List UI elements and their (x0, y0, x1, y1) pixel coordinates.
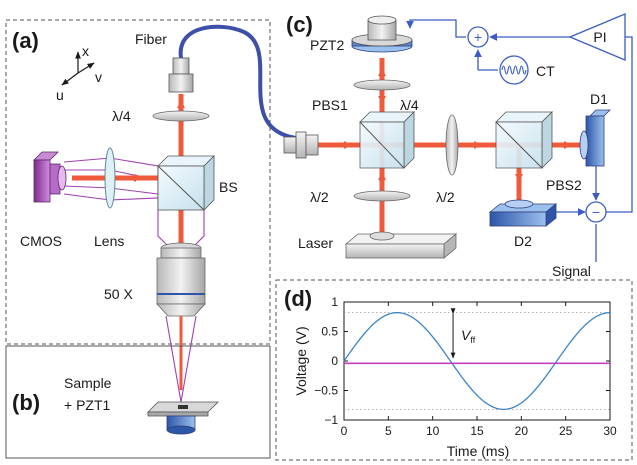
panel-b-frame (5, 345, 271, 459)
quarter-wave-label-a: λ/4 (112, 108, 131, 124)
fiber-output-collimator (283, 131, 319, 159)
pi-controller (568, 13, 626, 61)
pbs1 (359, 111, 415, 169)
axis-x-label: x (82, 43, 89, 59)
laser-source (344, 231, 458, 259)
cmos-label: CMOS (20, 233, 62, 249)
sample-label-line2: + PZT1 (64, 397, 111, 413)
panel-c: (c) PZT2 λ/4 (283, 12, 633, 279)
y-axis-title: Voltage (V) (293, 326, 309, 395)
x-tick-label-5: 25 (559, 424, 573, 438)
detector-d2 (488, 199, 558, 227)
half-wave-plate-left (353, 190, 411, 202)
axis-v-arrow (77, 62, 95, 74)
vff-label: Vff (461, 327, 476, 345)
x-axis-title: Time (ms) (447, 443, 509, 459)
ct-label: CT (536, 63, 555, 79)
y-tick-label-3: 0.5 (321, 325, 338, 339)
detector-d1 (579, 109, 611, 167)
axis-u-arrow (61, 72, 79, 86)
x-tick-label-4: 20 (515, 424, 529, 438)
sine-series-line (343, 311, 611, 411)
fiber-label: Fiber (135, 31, 167, 47)
d2-label: D2 (514, 233, 532, 249)
half-wave-label-left: λ/2 (310, 189, 329, 205)
sum-node-sign: + (474, 29, 482, 45)
vff-annotation: Vff (450, 308, 476, 359)
sample-stage (147, 401, 219, 435)
pzt2-label: PZT2 (310, 37, 344, 53)
axis-v-label: v (95, 69, 102, 85)
plot-frame (343, 301, 611, 421)
laser-label: Laser (298, 235, 333, 251)
signal-label: Signal (552, 263, 591, 279)
panel-a-label: (a) (12, 28, 39, 53)
panel-a: (a) x v u Fiber λ/4 (5, 19, 298, 403)
sample-label-line1: Sample (64, 375, 112, 391)
half-wave-label-mid: λ/2 (436, 189, 455, 205)
quarter-wave-plate-c (353, 79, 411, 91)
sum-node (467, 26, 489, 48)
fiber-cable (178, 24, 298, 140)
axes-3d: x v u (56, 43, 102, 103)
panel-b-label: (b) (12, 390, 40, 415)
difference-node-sign: − (592, 204, 600, 220)
fiber-collimator (168, 57, 194, 93)
difference-node (585, 201, 607, 223)
x-tick-label-1: 5 (385, 424, 392, 438)
bs-label: BS (219, 179, 238, 195)
quarter-wave-plate-a (152, 110, 210, 122)
y-tick-label-1: −0.5 (314, 384, 338, 398)
x-tick-label-0: 0 (341, 424, 348, 438)
y-tick-label-0: −1 (324, 413, 338, 427)
d1-label: D1 (590, 91, 608, 107)
feedback-loop (406, 19, 633, 262)
lens-label: Lens (94, 233, 124, 249)
pbs1-label: PBS1 (312, 97, 348, 113)
panel-d-label: (d) (284, 286, 312, 311)
y-tick-label-2: 0 (331, 354, 338, 368)
quarter-wave-label-c: λ/4 (400, 97, 419, 113)
pbs2-label: PBS2 (546, 177, 582, 193)
lens (104, 147, 116, 209)
half-wave-plate-mid (445, 114, 459, 176)
pi-label: PI (593, 29, 606, 45)
x-tick-label-6: 30 (603, 424, 617, 438)
y-tick-label-4: 1 (331, 295, 338, 309)
cmos-camera (33, 151, 67, 203)
x-tick-label-3: 15 (470, 424, 484, 438)
panel-d-frame (275, 279, 633, 461)
objective-lens (156, 242, 206, 317)
ct-source (478, 55, 529, 85)
panel-b: (b) Sample + PZT1 (5, 345, 271, 459)
pbs2 (495, 111, 553, 169)
axis-u-label: u (56, 87, 64, 103)
x-tick-label-2: 10 (426, 424, 440, 438)
objective-label: 50 X (104, 286, 133, 302)
pzt2-mirror (351, 15, 413, 53)
panel-d: (d) −1 −0.5 0 0.5 1 0 5 10 15 20 25 30 Vff Time (m… (275, 279, 633, 461)
voltage-time-plot: −1 −0.5 0 0.5 1 0 5 10 15 20 25 30 Vff Time (ms) V… (293, 295, 617, 459)
beam-splitter (157, 155, 215, 211)
panel-c-label: (c) (286, 12, 313, 37)
